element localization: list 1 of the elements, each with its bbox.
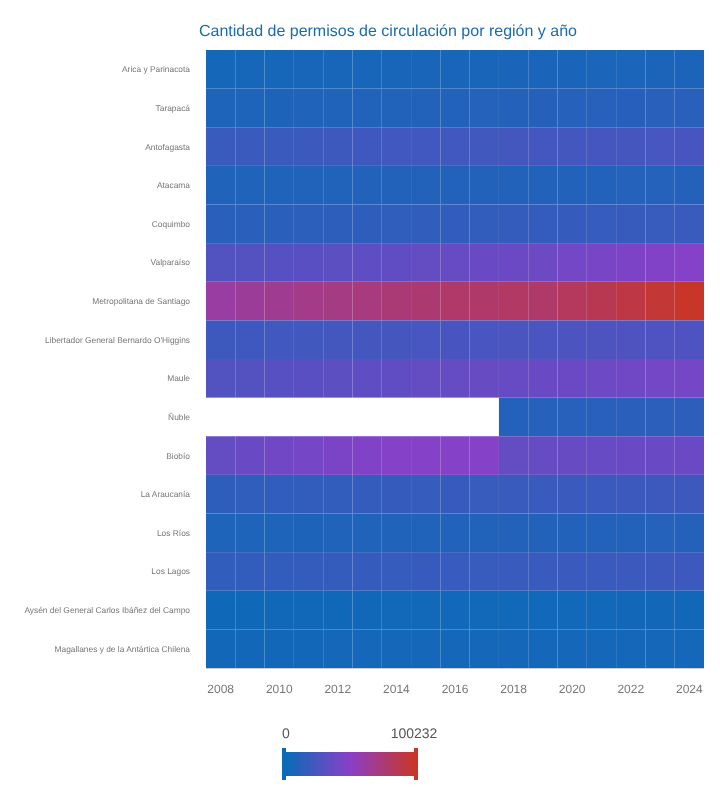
chart-title: Cantidad de permisos de circulación por región y año bbox=[197, 22, 579, 40]
